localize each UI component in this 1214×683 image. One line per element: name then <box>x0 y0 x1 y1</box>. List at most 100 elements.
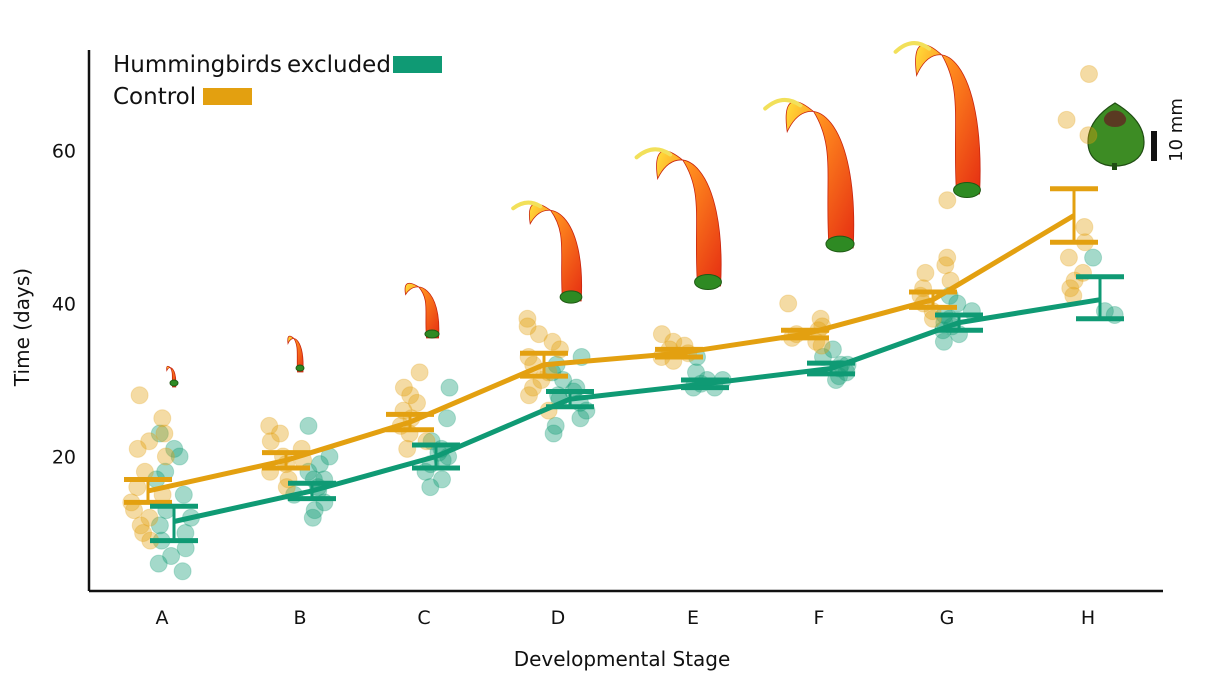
control-error-bar <box>1050 186 1098 245</box>
scale-bar-line <box>1151 131 1157 161</box>
control-data-point <box>131 516 150 535</box>
excluded-error-bar <box>412 442 460 471</box>
excluded-data-point <box>310 455 329 474</box>
legend-label-excluded-2: excluded <box>287 52 391 78</box>
excluded-data-point <box>440 378 459 397</box>
excluded-data-point <box>303 508 322 527</box>
control-error-bar <box>520 350 568 379</box>
control-data-point <box>543 332 562 351</box>
x-axis-title: Developmental Stage <box>514 647 731 671</box>
excluded-error-bar <box>807 360 855 377</box>
control-data-point <box>811 309 830 328</box>
control-error-bar <box>124 476 172 505</box>
series-lines <box>124 186 1124 544</box>
control-data-point <box>260 416 279 435</box>
excluded-data-point <box>421 478 440 497</box>
excluded-error-bar <box>288 480 336 502</box>
x-tick-label: A <box>156 607 169 629</box>
excluded-error-bar <box>935 312 983 333</box>
flower-drawing <box>404 282 440 339</box>
excluded-data-point <box>149 554 168 573</box>
flower-drawing <box>511 200 583 304</box>
excluded-data-point <box>162 547 181 565</box>
control-data-point <box>140 508 159 527</box>
x-tick-label: B <box>293 607 306 629</box>
excluded-data-point <box>544 424 563 443</box>
control-data-point <box>1059 248 1078 267</box>
control-data-point <box>140 432 159 451</box>
control-data-point <box>394 378 413 397</box>
excluded-data-point <box>299 416 318 435</box>
scale-bar: 10 mm <box>1151 98 1187 162</box>
flower-drawing <box>166 365 179 388</box>
excluded-data-point <box>305 501 324 520</box>
excluded-data-point <box>1084 248 1103 267</box>
excluded-data-point <box>934 332 953 351</box>
excluded-data-point <box>170 447 189 466</box>
flower-drawing <box>287 335 305 373</box>
control-data-point <box>916 263 935 282</box>
legend-swatch-excluded <box>393 56 442 73</box>
control-data-point <box>261 432 280 451</box>
control-data-point <box>130 386 149 405</box>
control-data-point <box>936 256 955 275</box>
control-data-point <box>518 317 537 336</box>
legend-label-excluded-1: Hummingbirds <box>113 52 282 78</box>
excluded-data-point <box>546 416 565 435</box>
excluded-data-point <box>823 340 842 359</box>
legend: Hummingbirds excluded Control <box>113 52 442 110</box>
control-data-point <box>518 309 537 328</box>
control-data-point <box>938 248 957 267</box>
control-data-point <box>128 439 147 458</box>
flower-illustrations <box>166 41 1145 388</box>
x-tick-label: F <box>814 607 825 629</box>
excluded-data-point <box>571 409 590 428</box>
control-error-bar <box>386 411 434 433</box>
control-data-point <box>408 393 426 412</box>
x-tick-label: C <box>417 607 430 629</box>
control-data-point <box>410 363 429 382</box>
x-tick-labels: A B C D E F G H <box>156 607 1096 629</box>
x-tick-label: D <box>551 607 566 629</box>
excluded-data-point <box>438 409 456 428</box>
excluded-error-bar <box>150 503 198 544</box>
scale-bar-label: 10 mm <box>1166 98 1187 162</box>
x-tick-label: E <box>687 607 699 629</box>
control-data-point <box>1079 126 1098 145</box>
control-data-point <box>155 424 174 443</box>
control-error-bar <box>909 289 957 310</box>
control-data-point <box>398 439 417 458</box>
control-data-point <box>529 325 548 344</box>
control-error-bar <box>781 327 829 341</box>
flower-drawing <box>634 147 722 291</box>
excluded-error-bar <box>1076 274 1124 322</box>
x-tick-label: G <box>940 607 955 629</box>
legend-swatch-control <box>203 88 252 105</box>
control-data-point <box>1075 218 1094 236</box>
y-tick-labels: 20 40 60 <box>52 141 76 469</box>
control-error-bar <box>655 346 703 360</box>
excluded-error-bar <box>681 377 729 391</box>
control-data-point <box>520 386 538 405</box>
control-data-point <box>156 447 175 466</box>
y-tick-label: 40 <box>52 294 76 316</box>
excluded-data-point <box>165 439 184 458</box>
y-tick-label: 20 <box>52 447 76 469</box>
x-tick-label: H <box>1081 607 1095 629</box>
control-data-point <box>524 378 542 397</box>
excluded-data-point <box>433 470 451 489</box>
control-data-point <box>652 325 671 344</box>
control-data-point <box>1080 65 1098 83</box>
control-data-point <box>938 191 957 210</box>
control-data-point <box>401 386 420 405</box>
excluded-error-bar <box>546 388 594 410</box>
control-data-point <box>1057 110 1076 129</box>
y-tick-label: 60 <box>52 141 76 163</box>
excluded-data-point <box>150 516 169 535</box>
control-data-point <box>779 294 798 313</box>
flower-drawing <box>893 41 981 199</box>
control-data-point <box>271 424 289 443</box>
legend-label-control: Control <box>113 84 196 110</box>
